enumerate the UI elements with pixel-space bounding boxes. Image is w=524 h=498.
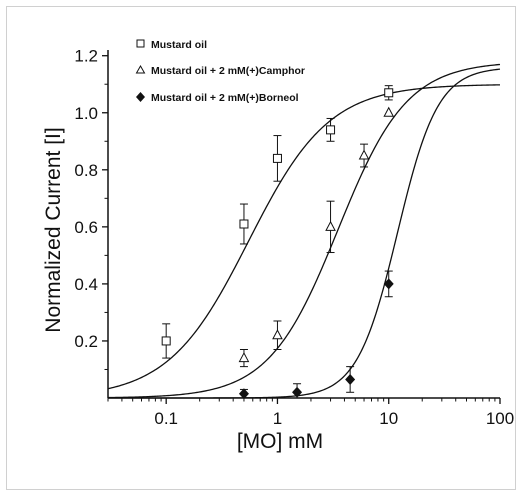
chart-frame (6, 6, 516, 490)
y-tick-label: 0.4 (74, 275, 98, 294)
data-point-triangle (272, 329, 283, 340)
fit-curve-2 (107, 63, 501, 399)
data-point-triangle (383, 106, 395, 117)
legend-label-1: Mustard oil (151, 39, 207, 51)
data-point-square (239, 219, 249, 229)
x-tick-label: 1 (273, 409, 282, 428)
legend-marker-open-triangle (135, 64, 146, 74)
data-point-square (161, 336, 171, 346)
data-point-triangle (325, 220, 336, 231)
legend-marker-open-square (136, 39, 145, 48)
x-tick-label: 100 (486, 409, 514, 428)
fit-curves (107, 63, 501, 399)
x-tick-label: 10 (379, 409, 398, 428)
legend-marker-filled-diamond (136, 92, 145, 102)
data-point-diamond (292, 386, 303, 398)
legend-label-2: Mustard oil + 2 mM(+)Camphor (151, 65, 305, 77)
data-point-diamond (383, 278, 394, 290)
data-point-square (384, 88, 394, 98)
x-tick-label: 0.1 (154, 409, 178, 428)
y-tick-label: 0.2 (74, 332, 98, 351)
y-tick-label: 1.2 (74, 47, 98, 66)
data-point-triangle (358, 149, 370, 160)
data-point-square (326, 125, 336, 135)
data-point-square (272, 153, 282, 163)
y-axis-label: Normalized Current [I] (42, 127, 65, 332)
fit-curve-3 (108, 68, 501, 399)
fit-curve-1 (107, 84, 501, 390)
y-tick-label: 0.8 (74, 161, 98, 180)
data-point-diamond (238, 388, 249, 400)
data-point-triangle (238, 351, 250, 363)
x-axis-label: [MO] mM (237, 430, 323, 453)
data-point-diamond (345, 373, 356, 385)
y-tick-label: 0.6 (74, 218, 98, 237)
y-tick-label: 1.0 (74, 104, 98, 123)
data-points (161, 85, 395, 400)
legend-label-3: Mustard oil + 2 mM(+)Borneol (151, 92, 299, 104)
legend: Mustard oil Mustard oil + 2 mM(+)Camphor… (135, 39, 305, 104)
